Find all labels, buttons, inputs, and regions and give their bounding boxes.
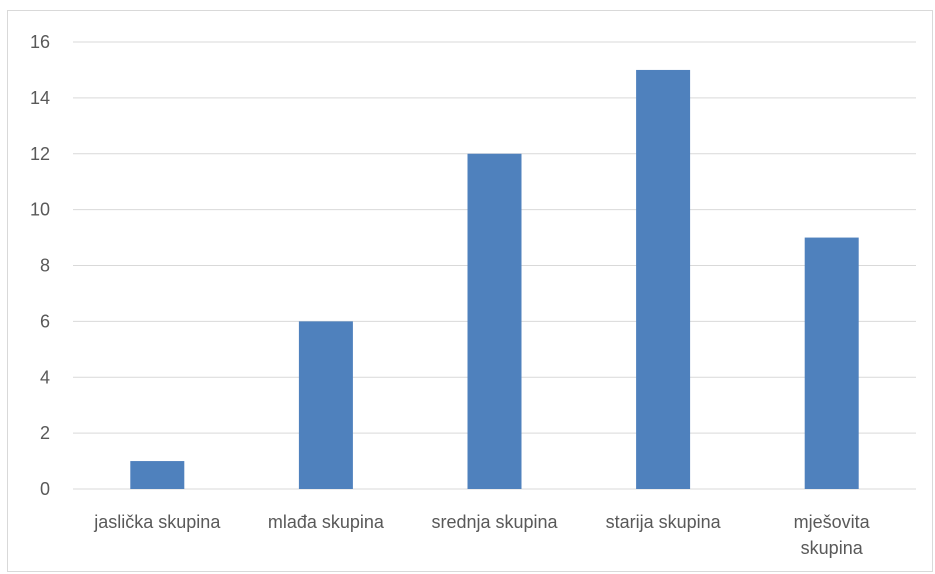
y-tick-label: 14	[30, 88, 50, 108]
bar-4	[804, 237, 859, 489]
x-category-label-line: srednja skupina	[431, 512, 558, 532]
bar-3	[636, 69, 691, 489]
x-category-label: srednja skupina	[431, 512, 558, 532]
y-axis-ticks: 0 2 4 6 8 10 12 14 16	[30, 32, 50, 499]
x-axis-labels: jaslička skupina mlađa skupina srednja sku…	[93, 512, 870, 558]
x-category-label-line: mješovita	[794, 512, 871, 532]
bar-1	[298, 321, 353, 489]
x-category-label: mješovita skupina	[794, 512, 871, 558]
bar-0	[130, 461, 185, 489]
x-category-label: starija skupina	[606, 512, 722, 532]
x-category-label-line: mlađa skupina	[268, 512, 385, 532]
x-category-label: mlađa skupina	[268, 512, 385, 532]
y-tick-label: 16	[30, 32, 50, 52]
bars	[130, 69, 859, 489]
y-tick-label: 8	[40, 256, 50, 276]
y-tick-label: 4	[40, 367, 50, 387]
y-tick-label: 0	[40, 479, 50, 499]
x-category-label-line: skupina	[801, 538, 864, 558]
y-tick-label: 6	[40, 311, 50, 331]
bar-2	[467, 153, 522, 489]
x-category-label-line: jaslička skupina	[93, 512, 221, 532]
y-tick-label: 12	[30, 144, 50, 164]
y-tick-label: 2	[40, 423, 50, 443]
x-category-label: jaslička skupina	[93, 512, 221, 532]
y-tick-label: 10	[30, 200, 50, 220]
x-category-label-line: starija skupina	[606, 512, 722, 532]
